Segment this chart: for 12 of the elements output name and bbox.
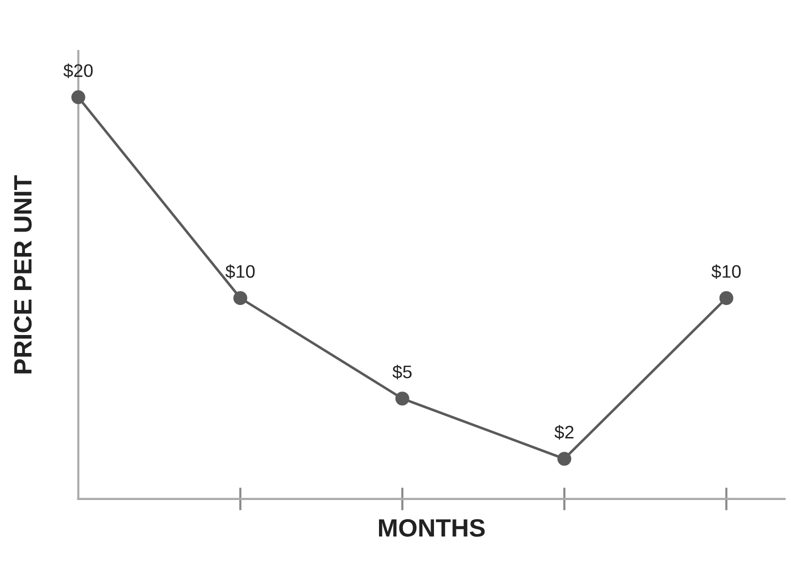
point [719, 291, 734, 306]
point [71, 90, 86, 104]
point [233, 291, 248, 306]
data-label: $5 [392, 364, 412, 380]
data-label: $20 [63, 63, 93, 78]
y-axis-title: PRICE PER UNIT [14, 175, 32, 374]
data-label: $10 [711, 264, 741, 279]
data-label: $10 [225, 264, 255, 279]
x-axis-title: MONTHS [379, 519, 485, 537]
point [557, 452, 572, 466]
point [395, 392, 410, 406]
data-label: $2 [554, 425, 574, 440]
